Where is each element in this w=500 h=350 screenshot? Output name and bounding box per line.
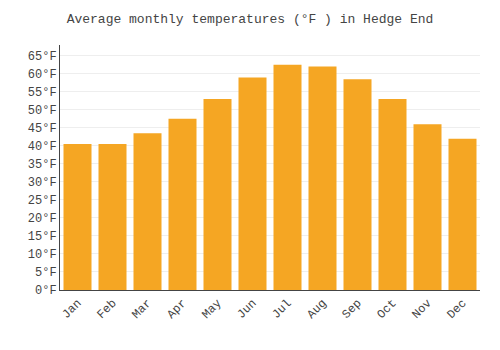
- svg-text:60°F: 60°F: [28, 68, 57, 82]
- svg-text:Dec: Dec: [444, 297, 469, 322]
- svg-text:45°F: 45°F: [28, 122, 57, 136]
- svg-text:Mar: Mar: [129, 297, 154, 322]
- svg-text:0°F: 0°F: [35, 284, 57, 298]
- svg-text:Oct: Oct: [374, 297, 399, 322]
- svg-text:Jan: Jan: [59, 297, 84, 322]
- svg-text:25°F: 25°F: [28, 194, 57, 208]
- svg-text:Jul: Jul: [269, 297, 294, 322]
- svg-text:Jun: Jun: [234, 297, 259, 322]
- svg-text:Feb: Feb: [94, 297, 119, 322]
- svg-text:50°F: 50°F: [28, 104, 57, 118]
- svg-text:5°F: 5°F: [35, 266, 57, 280]
- svg-text:30°F: 30°F: [28, 176, 57, 190]
- svg-text:15°F: 15°F: [28, 230, 57, 244]
- svg-text:Sep: Sep: [339, 297, 364, 322]
- svg-text:May: May: [199, 297, 224, 322]
- svg-text:35°F: 35°F: [28, 158, 57, 172]
- svg-text:Average monthly temperatures (: Average monthly temperatures (°F ) in He…: [67, 12, 434, 27]
- svg-text:Aug: Aug: [304, 297, 329, 322]
- svg-text:55°F: 55°F: [28, 86, 57, 100]
- svg-text:40°F: 40°F: [28, 140, 57, 154]
- svg-text:Nov: Nov: [409, 297, 434, 322]
- svg-text:10°F: 10°F: [28, 248, 57, 262]
- svg-text:Apr: Apr: [164, 297, 189, 322]
- svg-text:20°F: 20°F: [28, 212, 57, 226]
- svg-text:65°F: 65°F: [28, 50, 57, 64]
